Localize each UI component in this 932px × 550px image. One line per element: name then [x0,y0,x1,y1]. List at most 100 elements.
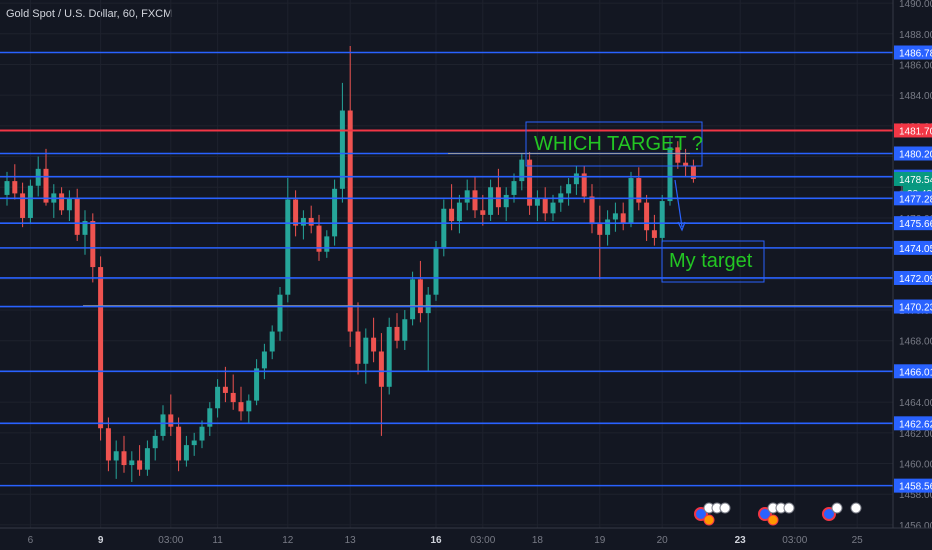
candle-body [121,451,127,466]
my-target-box[interactable] [661,240,765,283]
candle-body [378,351,384,387]
candle-body [636,178,642,203]
y-tick-label: 1484.00 [899,91,932,102]
candle-body [371,337,377,352]
candle-body [168,414,174,427]
y-tick-label: 1488.00 [899,30,932,41]
candle-body [105,428,111,461]
candle-body [222,386,228,393]
price-label-box [894,299,932,314]
candle-body [238,402,244,412]
price-label: 1472.09 [899,274,932,285]
candle-body [597,224,603,235]
time-axis-background [0,528,932,550]
candle-body [495,187,501,208]
x-tick-label: 03:00 [470,535,495,546]
event-marker-group-1[interactable] [694,502,731,526]
candle-body [605,219,611,235]
candle-body [129,460,135,466]
candle-body [113,451,119,461]
candle-body [488,187,494,215]
candle-body [425,294,431,314]
candle-body [152,435,158,449]
which-target-label: WHICH TARGET ? [534,133,703,155]
candle-body [542,198,548,214]
candle-body [74,198,80,235]
candle-body [98,267,104,429]
candle-body [683,162,689,166]
candle-body [160,414,166,436]
candle-body [66,198,72,211]
price-label: 1480.20 [899,149,932,160]
candle-body [394,326,400,341]
y-tick-label: 1456.00 [899,521,932,532]
event-marker-group-3[interactable] [822,502,862,521]
price-label-box [894,146,932,161]
candle-body [4,181,10,195]
candle-body [573,173,579,185]
price-label-box [894,416,932,431]
y-tick-label: 1460.00 [899,460,932,471]
price-label-box [894,45,932,60]
candle-body [191,440,197,446]
candle-body [441,208,447,249]
candle-body [659,201,665,238]
candle-body [589,196,595,225]
price-label-box [894,216,932,231]
candle-body [620,213,626,223]
price-label: 1475.66 [899,219,932,230]
candle-body [261,351,267,369]
candle-body [433,248,439,295]
x-tick-label: 16 [430,535,442,546]
x-tick-label: 19 [594,535,606,546]
candle-body [464,190,470,203]
candle-body [527,159,533,206]
grid-layer [0,0,893,528]
candle-body [59,193,65,211]
candle-body [246,400,252,412]
candle-body [550,202,556,214]
which-target-box[interactable] [525,121,703,167]
candle-body [324,236,330,252]
price-label: 1481.70 [899,126,932,137]
x-tick-label: 03:00 [158,535,183,546]
x-tick-label: 11 [212,535,223,546]
candle-body [207,408,213,427]
price-label-box [894,171,932,186]
x-tick-label: 03:00 [782,535,807,546]
levels-layer [0,51,893,487]
candle-body [566,184,572,194]
candle-body [581,173,587,197]
candle-body [332,188,338,237]
y-tick-label: 1458.00 [899,490,932,501]
candle-body [43,168,49,203]
price-label: 1478.54 [899,175,932,186]
candle-body [363,337,369,364]
candle-body [667,147,673,202]
candle-body [511,181,517,195]
candle-body [20,193,26,218]
candle-body [449,208,455,222]
x-tick-label: 13 [345,535,357,546]
x-tick-label: 23 [735,535,747,546]
y-tick-label: 1462.00 [899,429,932,440]
candle-body [277,294,283,332]
candle-body [339,110,345,189]
x-tick-label: 25 [852,535,864,546]
event-marker-group-2[interactable] [758,502,795,526]
target-arrow-line [674,179,683,228]
y-tick-label: 1490.00 [899,0,932,10]
price-label-box [894,123,932,138]
candle-body [27,185,33,218]
x-tick-label: 12 [282,535,294,546]
candle-body [293,199,299,226]
candle-body [456,202,462,222]
candle-body [612,213,618,220]
candle-body [347,110,353,332]
x-tick-label: 18 [532,535,544,546]
candle-body [690,165,696,179]
price-label: 1486.78 [899,48,932,59]
candle-body [82,221,88,235]
candle-body [386,326,392,387]
